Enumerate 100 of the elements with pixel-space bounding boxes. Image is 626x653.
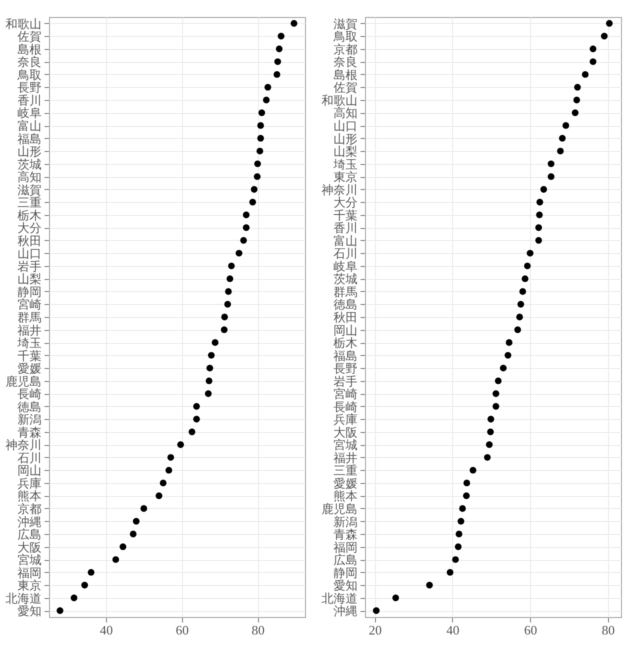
point — [504, 352, 512, 359]
y-tick-label: 三重 — [18, 196, 42, 210]
point — [446, 568, 454, 576]
y-tick-label: 愛知 — [334, 578, 358, 593]
y-tick-label: 佐賀 — [18, 30, 42, 44]
y-tick-label: 宮城 — [18, 553, 42, 568]
point — [240, 237, 247, 244]
y-tick-label: 佐賀 — [334, 80, 358, 95]
point — [167, 454, 174, 461]
point — [188, 428, 196, 436]
point — [456, 530, 462, 538]
point — [249, 198, 256, 206]
y-tick-label: 千葉 — [334, 208, 358, 222]
y-tick-label: 熊本 — [18, 489, 42, 504]
point — [372, 607, 380, 614]
point — [535, 224, 542, 231]
y-tick-label: 徳島 — [334, 298, 358, 312]
y-tick-label: 青森 — [334, 528, 358, 542]
y-tick-label: 大分 — [18, 221, 42, 236]
point — [226, 275, 234, 282]
point — [500, 364, 507, 372]
point — [81, 582, 88, 588]
point — [514, 326, 522, 334]
y-tick-label: 埼玉 — [16, 336, 42, 350]
y-tick-label: 静岡 — [18, 284, 42, 299]
y-tick-label: 高知 — [18, 170, 42, 184]
y-tick-label: 岩手 — [18, 259, 42, 274]
y-tick-label: 神奈川 — [322, 182, 358, 197]
x-tick-label: 60 — [176, 622, 189, 638]
point — [221, 314, 228, 320]
y-tick-label: 島根 — [334, 68, 358, 82]
y-tick-label: 岐阜 — [334, 259, 358, 274]
point — [258, 109, 266, 116]
point — [204, 390, 212, 397]
y-tick-label: 徳島 — [18, 400, 42, 414]
y-tick-label: 東京 — [18, 578, 42, 593]
y-tick-label: 栃木 — [18, 208, 42, 222]
point — [70, 594, 78, 602]
point — [582, 71, 589, 78]
point — [488, 416, 494, 422]
point — [276, 46, 283, 52]
y-tick-label: 新潟 — [18, 412, 42, 427]
y-tick-label: 沖縄 — [18, 514, 42, 529]
y-tick-label: 岐阜 — [18, 106, 42, 120]
point — [562, 122, 570, 129]
y-tick-label: 北海道 — [6, 591, 42, 606]
point — [264, 84, 272, 91]
point — [572, 109, 579, 116]
point — [130, 530, 137, 538]
x-tick-label: 80 — [252, 622, 265, 638]
y-tick-label: 大阪 — [334, 425, 358, 440]
y-tick-label: 大分 — [334, 196, 358, 210]
y-tick-label: 熊本 — [334, 489, 358, 504]
point — [206, 364, 214, 372]
point — [212, 339, 218, 346]
point — [548, 173, 554, 180]
point — [224, 300, 231, 308]
y-tick-label: 大阪 — [18, 540, 42, 554]
y-tick-label: 長野 — [334, 362, 358, 376]
y-tick-label: 長崎 — [334, 400, 358, 414]
y-tick-label: 富山 — [18, 119, 42, 134]
point — [290, 20, 298, 27]
y-tick-label: 兵庫 — [334, 412, 358, 427]
point — [494, 377, 502, 384]
y-tick-label: 秋田 — [334, 310, 358, 324]
point — [590, 58, 596, 66]
point — [220, 326, 228, 334]
point — [600, 32, 608, 40]
point — [426, 582, 433, 588]
point — [506, 339, 512, 346]
point — [254, 160, 261, 168]
point — [257, 122, 264, 129]
point — [193, 403, 200, 410]
y-tick-label: 福岡 — [334, 540, 358, 554]
y-tick-label: 奈良 — [334, 55, 358, 70]
y-tick-label: 茨城 — [18, 157, 42, 172]
y-tick-label: 茨城 — [334, 272, 358, 286]
y-tick-label: 山形 — [334, 132, 358, 146]
point — [254, 173, 261, 180]
point — [242, 224, 250, 231]
y-tick-label: 沖縄 — [334, 604, 358, 618]
point — [225, 288, 232, 295]
point — [160, 480, 167, 486]
x-tick-label: 20 — [368, 622, 382, 638]
y-tick-label: 鳥取 — [16, 68, 42, 82]
y-tick-label: 愛媛 — [18, 362, 42, 376]
point — [274, 71, 280, 78]
point — [536, 212, 543, 218]
point — [548, 160, 554, 168]
point — [56, 607, 64, 614]
point — [274, 58, 282, 66]
y-tick-label: 宮崎 — [18, 298, 42, 312]
y-tick-label: 京都 — [18, 502, 42, 516]
point — [470, 466, 476, 474]
point — [236, 250, 242, 257]
x-tick-label: 60 — [524, 622, 538, 638]
y-tick-label: 愛知 — [18, 604, 42, 618]
point — [536, 198, 544, 206]
y-tick-label: 宮城 — [334, 438, 358, 452]
point — [262, 96, 270, 104]
